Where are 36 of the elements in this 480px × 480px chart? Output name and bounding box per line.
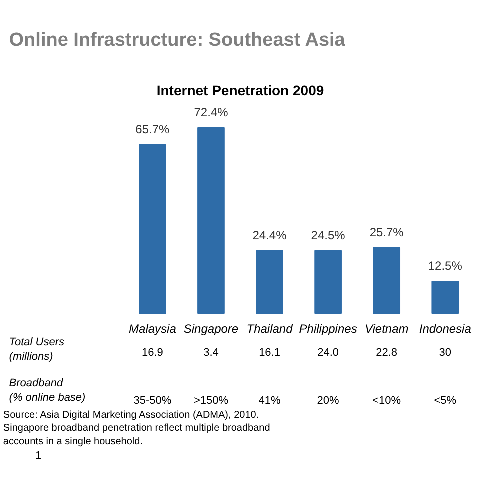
text: 1 <box>36 450 42 462</box>
text: 16.1 <box>259 347 280 360</box>
data-label: 25.7% <box>370 225 404 240</box>
data-label: 65.7% <box>136 122 170 137</box>
text: 41% <box>258 394 281 407</box>
x-tick-label: Vietnam <box>364 322 409 336</box>
bar <box>256 250 284 314</box>
bar <box>314 250 342 314</box>
text: <10% <box>372 394 402 407</box>
text: >150% <box>194 394 229 407</box>
text: <5% <box>434 394 457 407</box>
text: 16.9 <box>142 347 164 360</box>
data-label: 24.4% <box>252 228 288 243</box>
x-tick-label: Indonesia <box>419 322 472 336</box>
x-tick-label: Thailand <box>246 322 294 336</box>
x-tick-label: Singapore <box>184 322 239 336</box>
x-tick-label: Philippines <box>299 322 358 336</box>
chart-title: Online Infrastructure: Southeast Asia <box>9 30 346 51</box>
bar <box>373 247 401 314</box>
text: 22.8 <box>376 347 398 360</box>
bar <box>432 281 460 314</box>
text: 30 <box>439 347 452 360</box>
text: Broadband (% online base) <box>9 377 86 404</box>
text: 35-50% <box>134 394 172 407</box>
x-tick-label: Malaysia <box>129 322 177 336</box>
text: 20% <box>317 394 340 407</box>
data-label: 24.5% <box>311 228 346 242</box>
bar <box>198 127 225 314</box>
text: 24.0 <box>318 347 340 360</box>
chart-subtitle: Internet Penetration 2009 <box>156 82 324 98</box>
bar <box>139 144 166 314</box>
data-label: 72.4% <box>194 105 229 120</box>
data-label: 12.5% <box>428 259 463 274</box>
source-note: Source: Asia Digital Marketing Association (ADMA), 2010. Singapore broadband penetration reflect multiple broadband accounts in a single household. <box>3 410 270 448</box>
text: Total Users (millions) <box>9 336 66 363</box>
text: 3.4 <box>204 347 219 360</box>
